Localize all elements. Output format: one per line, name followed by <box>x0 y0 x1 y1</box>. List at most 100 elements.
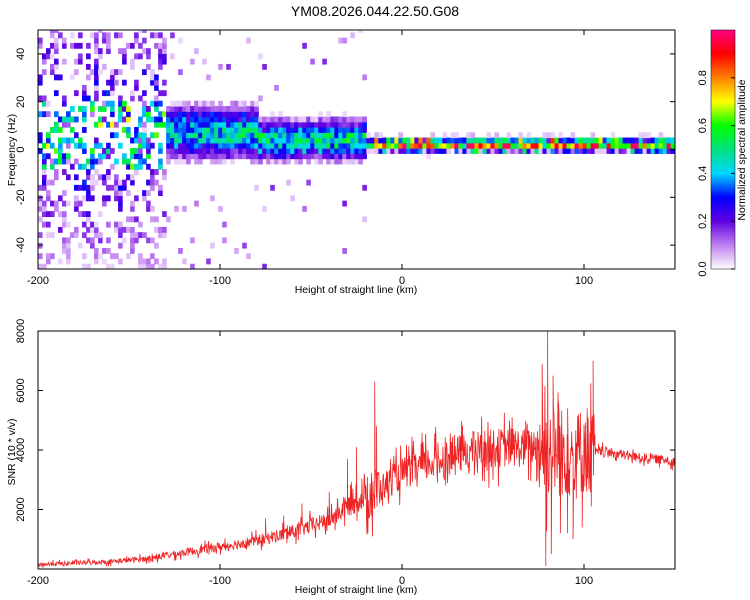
spectrogram-cell <box>106 121 111 128</box>
spectrogram-cell <box>654 148 660 154</box>
spectrogram-cell <box>150 79 155 86</box>
spectrogram-cell <box>158 148 163 154</box>
spectrogram-cell <box>94 137 99 144</box>
spectrogram-cell <box>358 153 363 160</box>
spectrogram-cell <box>490 142 496 149</box>
spectrogram-cell <box>202 100 207 107</box>
spectrogram-cell <box>530 148 536 154</box>
spectrogram-cell <box>74 69 79 76</box>
spectrogram-cell <box>222 158 227 165</box>
spectrogram-cell <box>218 111 223 118</box>
spectrogram-cell <box>350 127 355 133</box>
spectrogram-cell <box>162 79 167 86</box>
spectrogram-cell <box>534 137 540 144</box>
spectrogram-cell <box>238 100 243 107</box>
spectrogram-cell <box>326 148 331 154</box>
spectrogram-cell <box>618 148 624 154</box>
spectrogram-cell <box>530 142 536 149</box>
spectrogram-cell <box>206 132 211 139</box>
spectrogram-cell <box>394 148 399 154</box>
spectrogram-cell <box>46 100 51 107</box>
spectrogram-cell <box>630 148 636 154</box>
spectrogram-cell <box>474 142 480 149</box>
spectrogram-cell <box>54 200 59 207</box>
spectrogram-y-label: Frequency (Hz) <box>6 114 18 186</box>
spectrogram-cell <box>626 142 632 149</box>
spectrogram-cell <box>110 100 115 107</box>
spectrogram-cell <box>574 142 580 149</box>
spectrogram-cell <box>42 184 47 191</box>
spectrogram-cell <box>370 137 375 144</box>
spectrogram-cell <box>454 142 460 149</box>
spectrogram-cell <box>450 132 456 139</box>
spectrogram-cell <box>602 142 608 149</box>
spectrogram-cell <box>114 32 119 39</box>
spectrogram-cell <box>318 137 323 144</box>
spectrogram-cell <box>102 247 107 254</box>
spectrogram-cell <box>258 158 263 165</box>
spectrogram-cell <box>114 195 119 202</box>
spectrogram-cell <box>486 137 492 144</box>
spectrogram-cell <box>186 137 191 144</box>
spectrogram-cell <box>154 132 159 139</box>
spectrogram-cell <box>106 42 111 49</box>
spectrogram-cell <box>158 48 163 55</box>
spectrogram-cell <box>578 142 584 149</box>
spectrogram-cell <box>434 142 439 149</box>
spectrogram-cell <box>130 174 135 181</box>
spectrogram-cell <box>250 148 255 154</box>
spectrogram-cell <box>134 232 139 239</box>
spectrogram-cell <box>178 116 183 123</box>
spectrogram-cell <box>362 127 367 133</box>
snr-x-tick-label: 100 <box>575 575 593 587</box>
spectrogram-cell <box>310 153 315 160</box>
spectrogram-cell <box>206 153 211 160</box>
spectrogram-cell <box>90 158 95 165</box>
spectrogram-cell <box>66 121 71 128</box>
spectrogram-cell <box>650 137 656 144</box>
spectrogram-cell <box>638 142 644 149</box>
spectrogram-cell <box>154 42 159 49</box>
spectrogram-cell <box>54 74 59 81</box>
spectrogram-cell <box>534 148 540 154</box>
spectrogram-cell <box>346 121 351 128</box>
spectrogram-cell <box>382 148 387 154</box>
spectrogram-cell <box>258 148 263 154</box>
spectrogram-cell <box>350 158 355 165</box>
spectrogram-cell <box>194 132 199 139</box>
spectrogram-cell <box>522 142 528 149</box>
spectrogram-cell <box>134 127 139 133</box>
spectrogram-cell <box>106 174 111 181</box>
spectrogram-y-tick-label: -40 <box>15 237 27 253</box>
spectrogram-cell <box>90 174 95 181</box>
spectrogram-cell <box>194 148 199 154</box>
spectrogram-cell <box>46 111 51 118</box>
spectrogram-cell <box>278 127 283 133</box>
spectrogram-cell <box>182 205 187 212</box>
spectrogram-cell <box>614 148 620 154</box>
spectrogram-cell <box>62 247 67 254</box>
spectrogram-cell <box>162 42 167 49</box>
spectrogram-cell <box>190 137 195 144</box>
spectrogram-cell <box>194 100 199 107</box>
spectrogram-cell <box>94 90 99 97</box>
spectrogram-cell <box>322 58 327 65</box>
spectrogram-cell <box>94 221 99 228</box>
spectrogram-cell <box>242 106 247 112</box>
spectrogram-cell <box>98 153 103 160</box>
spectrogram-cell <box>314 116 319 123</box>
spectrogram-cell <box>42 111 47 118</box>
spectrogram-cell <box>470 142 476 149</box>
spectrogram-cell <box>234 153 239 160</box>
spectrogram-cell <box>322 132 327 139</box>
spectrogram-cell <box>282 142 287 149</box>
spectrogram-cell <box>238 142 243 149</box>
spectrogram-cell <box>118 116 123 123</box>
spectrogram-cell <box>242 111 247 118</box>
spectrogram-cell <box>178 111 183 118</box>
spectrogram-cell <box>142 37 147 44</box>
colorbar-tick-label: 0.2 <box>697 214 709 229</box>
spectrogram-cell <box>154 116 159 123</box>
spectrogram-cell <box>294 158 299 165</box>
spectrogram-cell <box>414 142 419 149</box>
